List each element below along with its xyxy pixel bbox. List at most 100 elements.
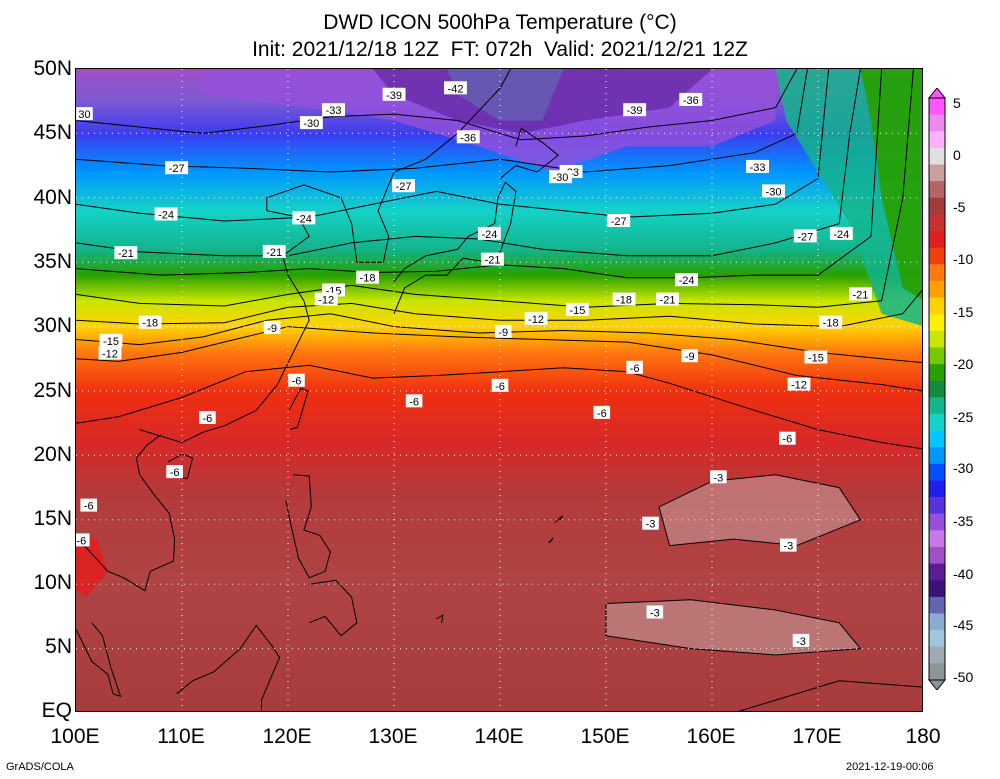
svg-text:-24: -24 bbox=[833, 229, 849, 241]
svg-text:-3: -3 bbox=[646, 519, 656, 531]
colorbar-swatch-7 bbox=[929, 197, 945, 215]
contour-labels: 30-33-39-42-39-36-30-36-27-33-30-33-27-3… bbox=[76, 81, 872, 648]
coastline-10 bbox=[176, 624, 281, 711]
colorbar-swatch-6 bbox=[929, 181, 945, 199]
lat-label-25n: 25N bbox=[33, 379, 72, 402]
svg-text:-30: -30 bbox=[552, 172, 568, 184]
colorbar-swatch-30 bbox=[929, 580, 945, 598]
svg-text:-3: -3 bbox=[714, 472, 724, 484]
coastline-2 bbox=[393, 181, 517, 314]
lat-label-30n: 30N bbox=[33, 314, 72, 337]
lat-label-45n: 45N bbox=[33, 121, 72, 144]
svg-text:-6: -6 bbox=[409, 396, 419, 408]
svg-text:-30: -30 bbox=[303, 118, 319, 130]
map-subtitle: Init: 2021/12/18 12Z FT: 072h Valid: 202… bbox=[252, 38, 748, 61]
contour-label-40: -9 bbox=[681, 349, 698, 363]
colorbar-swatch-9 bbox=[929, 231, 945, 249]
shading-east-green bbox=[860, 69, 922, 300]
contour-label-27: -12 bbox=[314, 292, 338, 307]
svg-text:-27: -27 bbox=[797, 231, 813, 243]
contour-label-46: -6 bbox=[199, 411, 216, 425]
contour-label-50: -3 bbox=[710, 470, 727, 484]
lat-label-5n: 5N bbox=[45, 635, 72, 658]
contour-label-24: -18 bbox=[356, 270, 379, 285]
contour-label-6: -36 bbox=[679, 92, 703, 107]
lon-label-150e: 150E bbox=[580, 725, 630, 748]
contour-label-15: -24 bbox=[154, 207, 178, 222]
colorbar-swatch-5 bbox=[929, 164, 945, 182]
contour-label-39: -15 bbox=[804, 350, 828, 365]
colorbar-label-minus5: -5 bbox=[953, 199, 966, 215]
colorbar-swatch-10 bbox=[929, 247, 945, 265]
lat-label-15n: 15N bbox=[33, 507, 72, 530]
contour-label-21: -21 bbox=[114, 246, 138, 260]
colorbar-swatch-29 bbox=[929, 563, 945, 581]
contour-label-51: -6 bbox=[80, 498, 97, 513]
footer-timestamp: 2021-12-19-00:06 bbox=[846, 761, 934, 773]
contour-label-44: -12 bbox=[787, 377, 811, 392]
coastline-1 bbox=[139, 69, 512, 444]
svg-text:-3: -3 bbox=[650, 608, 660, 620]
contour-label-17: -27 bbox=[607, 214, 631, 228]
lat-label-40n: 40N bbox=[33, 186, 72, 209]
lon-label-180: 180 bbox=[905, 725, 941, 748]
svg-text:-30: -30 bbox=[766, 186, 782, 198]
contour-label-7: -30 bbox=[299, 116, 323, 130]
lon-label-130e: 130E bbox=[368, 725, 418, 748]
colorbar-swatch-1 bbox=[929, 98, 945, 116]
colorbar-swatch-21 bbox=[929, 430, 945, 448]
colorbar-swatch-17 bbox=[929, 364, 945, 382]
lat-label-35n: 35N bbox=[33, 250, 72, 273]
colorbar-top-arrow bbox=[927, 88, 947, 99]
svg-text:-6: -6 bbox=[495, 381, 505, 393]
contour-label-8: -36 bbox=[456, 130, 480, 144]
coastline-3 bbox=[499, 127, 560, 179]
svg-text:-39: -39 bbox=[627, 105, 643, 117]
contour-label-30: -18 bbox=[612, 292, 636, 307]
colorbar-swatch-20 bbox=[929, 413, 945, 431]
svg-text:-21: -21 bbox=[118, 248, 134, 260]
colorbar-label-5: 5 bbox=[953, 95, 961, 111]
colorbar-swatch-15 bbox=[929, 330, 945, 348]
colorbar-label-minus10: -10 bbox=[953, 251, 974, 267]
isotherm-1 bbox=[76, 69, 798, 141]
contour-label-33: -18 bbox=[138, 315, 162, 330]
shading-red-patch bbox=[76, 532, 108, 598]
lon-label-100e: 100E bbox=[50, 725, 100, 748]
contour-label-19: -27 bbox=[793, 229, 817, 243]
coastline-6 bbox=[285, 474, 331, 579]
colorbar-swatch-11 bbox=[929, 264, 945, 282]
svg-text:-21: -21 bbox=[485, 255, 501, 267]
colorbar-label-minus30: -30 bbox=[953, 460, 974, 476]
contour-label-52: -3 bbox=[642, 516, 659, 531]
colorbar-swatch-2 bbox=[929, 114, 945, 132]
contour-label-54: -3 bbox=[780, 538, 797, 553]
contour-label-32: -12 bbox=[524, 311, 548, 326]
svg-text:-15: -15 bbox=[569, 305, 585, 317]
svg-text:-3: -3 bbox=[796, 636, 806, 648]
svg-text:-12: -12 bbox=[318, 295, 334, 307]
svg-text:-6: -6 bbox=[597, 408, 607, 420]
coastline-4 bbox=[288, 387, 309, 431]
contour-label-49: -6 bbox=[166, 465, 183, 479]
contour-label-4: -42 bbox=[444, 81, 467, 95]
contour-label-20: -24 bbox=[829, 226, 853, 241]
lon-label-170e: 170E bbox=[792, 725, 842, 748]
contour-label-12: -33 bbox=[746, 159, 769, 174]
svg-text:-18: -18 bbox=[823, 318, 839, 330]
svg-text:-21: -21 bbox=[660, 295, 676, 307]
svg-text:-9: -9 bbox=[267, 323, 277, 335]
coastline-11 bbox=[737, 680, 922, 711]
svg-text:-6: -6 bbox=[782, 434, 792, 446]
svg-text:-24: -24 bbox=[158, 210, 174, 222]
colorbar-swatch-35 bbox=[929, 663, 945, 681]
contour-label-45: -6 bbox=[405, 394, 423, 408]
contour-label-48: -6 bbox=[779, 431, 796, 446]
colorbar-label-minus35: -35 bbox=[953, 513, 974, 529]
contour-label-11: -30 bbox=[549, 170, 572, 184]
lat-label-10n: 10N bbox=[33, 571, 72, 594]
svg-text:-27: -27 bbox=[169, 163, 185, 175]
colorbar-swatch-13 bbox=[929, 297, 945, 315]
contour-label-37: -15 bbox=[99, 333, 123, 348]
contour-label-14: -30 bbox=[762, 184, 785, 198]
